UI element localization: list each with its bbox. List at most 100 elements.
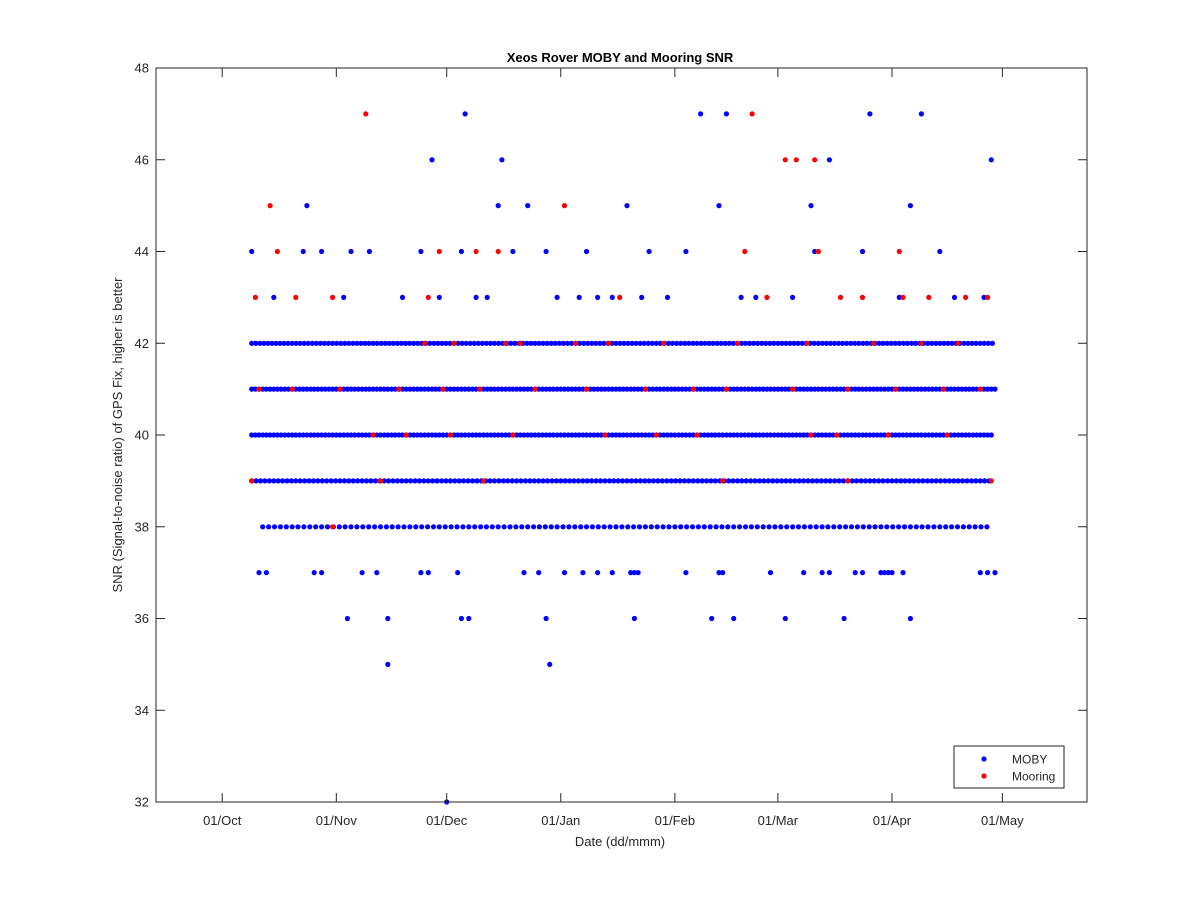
data-point: [288, 478, 294, 484]
data-point: [819, 570, 825, 576]
data-point: [943, 524, 949, 530]
data-point: [597, 340, 603, 346]
data-point: [609, 294, 615, 300]
data-point: [913, 524, 919, 530]
data-point: [907, 524, 914, 530]
data-point: [951, 478, 957, 484]
data-point: [532, 432, 538, 438]
data-point: [439, 340, 445, 346]
data-point: [837, 386, 844, 392]
data-point: [808, 432, 814, 438]
data-point: [854, 478, 860, 484]
data-point: [786, 386, 792, 392]
data-point: [772, 524, 778, 530]
data-point: [650, 478, 657, 484]
data-point: [712, 432, 718, 438]
data-point: [775, 432, 781, 438]
data-point: [834, 432, 840, 438]
data-point: [617, 340, 623, 346]
data-point: [737, 524, 743, 530]
data-point: [267, 386, 273, 392]
data-point: [289, 524, 295, 530]
data-point: [734, 386, 741, 392]
data-point: [807, 524, 813, 530]
data-point: [430, 478, 436, 484]
data-point: [458, 386, 464, 392]
data-point: [761, 478, 767, 484]
data-point: [525, 203, 531, 209]
data-point: [558, 478, 564, 484]
data-point: [900, 386, 906, 392]
data-point: [926, 386, 932, 392]
data-point: [900, 432, 906, 438]
data-point: [754, 524, 760, 530]
data-point: [635, 432, 641, 438]
data-point: [804, 340, 810, 346]
data-point: [827, 478, 833, 484]
legend-label-mooring: Mooring: [1012, 770, 1055, 784]
data-point: [621, 340, 627, 346]
data-point: [477, 386, 483, 392]
data-point: [745, 432, 752, 438]
data-point: [985, 570, 991, 576]
data-point: [742, 386, 748, 392]
data-point: [666, 524, 672, 530]
data-point: [698, 340, 704, 346]
data-point: [414, 432, 420, 438]
data-point: [267, 203, 273, 209]
data-point: [326, 432, 332, 438]
data-point: [525, 432, 531, 438]
data-point: [783, 478, 789, 484]
data-point: [355, 386, 361, 392]
data-point: [712, 478, 718, 484]
data-point: [411, 432, 417, 438]
data-point: [484, 294, 490, 300]
data-point: [377, 432, 384, 438]
y-axis: 32 34 36 38 40 42 44 46 48: [135, 61, 1087, 810]
data-point: [701, 386, 707, 392]
y-tick-label: 42: [135, 336, 149, 351]
data-point: [805, 478, 811, 484]
data-point: [872, 524, 878, 530]
data-point: [812, 157, 818, 163]
data-point: [731, 615, 737, 622]
data-point: [425, 570, 431, 576]
data-point: [583, 432, 590, 438]
data-point: [474, 478, 480, 484]
data-point: [479, 340, 485, 346]
data-point: [919, 524, 925, 530]
data-point: [856, 386, 862, 392]
data-point: [606, 340, 612, 346]
data-point: [355, 478, 361, 484]
data-point: [447, 386, 453, 392]
data-point: [937, 248, 943, 255]
data-point: [756, 432, 763, 438]
data-point: [601, 340, 607, 346]
data-point: [973, 340, 979, 346]
data-point: [561, 386, 568, 392]
data-point: [832, 478, 838, 484]
data-point: [791, 340, 797, 346]
data-point: [674, 340, 680, 346]
data-point: [698, 111, 704, 117]
data-point: [513, 524, 519, 530]
data-point: [738, 340, 745, 346]
data-point: [425, 524, 431, 530]
data-point: [922, 386, 928, 392]
data-point: [882, 386, 888, 392]
data-point: [293, 478, 299, 484]
data-point: [572, 386, 579, 392]
data-point: [473, 294, 479, 300]
data-point: [508, 340, 514, 346]
data-point: [974, 386, 980, 392]
data-point: [496, 478, 502, 484]
data-point: [296, 432, 303, 438]
data-point: [918, 111, 925, 117]
data-point: [569, 432, 575, 438]
data-point: [867, 432, 873, 438]
data-point: [342, 524, 348, 530]
data-point: [859, 432, 866, 438]
data-point: [444, 386, 450, 392]
data-point: [775, 340, 781, 346]
data-point: [252, 386, 258, 392]
